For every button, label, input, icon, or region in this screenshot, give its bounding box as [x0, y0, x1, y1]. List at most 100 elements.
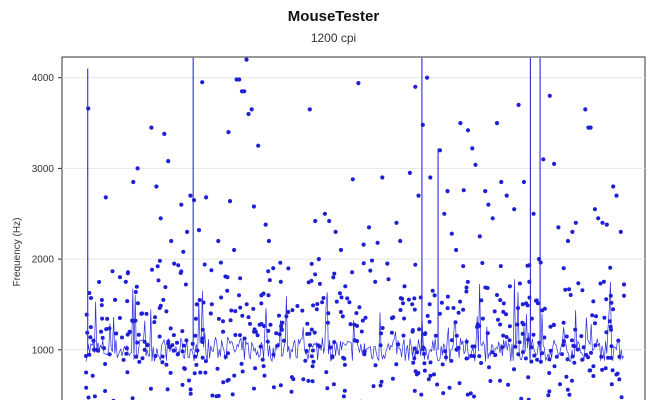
- data-point: [565, 238, 571, 244]
- noise-point: [237, 293, 241, 298]
- noise-point: [305, 321, 310, 326]
- noise-point: [331, 275, 336, 280]
- data-point: [428, 175, 433, 180]
- data-point: [449, 231, 454, 236]
- noise-point: [523, 356, 528, 361]
- data-point: [307, 107, 312, 112]
- noise-point: [153, 315, 157, 320]
- noise-point: [593, 343, 598, 348]
- noise-point: [412, 356, 417, 361]
- noise-point: [609, 300, 614, 305]
- noise-point: [309, 278, 314, 283]
- noise-point: [465, 392, 470, 397]
- noise-point: [457, 381, 462, 386]
- frequency-trace: [85, 279, 624, 363]
- noise-point: [187, 378, 191, 383]
- noise-point: [480, 316, 485, 321]
- data-point: [127, 329, 132, 334]
- noise-point: [332, 271, 337, 276]
- noise-point: [617, 377, 622, 382]
- noise-point: [277, 332, 282, 337]
- noise-point: [164, 309, 169, 314]
- noise-point: [258, 344, 263, 349]
- noise-point: [311, 359, 316, 364]
- noise-point: [215, 366, 220, 371]
- noise-point: [598, 281, 603, 286]
- noise-point: [570, 378, 574, 383]
- noise-point: [608, 324, 613, 329]
- noise-point: [221, 319, 225, 324]
- noise-point: [414, 372, 419, 377]
- noise-point: [490, 350, 495, 355]
- data-point: [263, 222, 268, 227]
- data-point: [473, 162, 478, 167]
- noise-point: [362, 349, 367, 354]
- noise-point: [233, 333, 238, 337]
- noise-point: [464, 285, 469, 290]
- noise-point: [614, 372, 619, 377]
- noise-point: [286, 310, 291, 314]
- noise-point: [223, 354, 228, 359]
- noise-point: [121, 357, 126, 362]
- noise-point: [445, 306, 450, 311]
- noise-point: [472, 394, 476, 399]
- data-point: [611, 184, 616, 189]
- noise-point: [347, 300, 352, 305]
- noise-point: [495, 293, 499, 297]
- noise-point: [180, 329, 185, 334]
- noise-point: [137, 359, 142, 364]
- noise-point: [316, 343, 320, 348]
- data-point: [536, 257, 542, 262]
- noise-point: [240, 313, 245, 318]
- noise-point: [423, 331, 428, 336]
- noise-point: [564, 374, 569, 379]
- noise-point: [355, 323, 359, 328]
- noise-point: [426, 377, 431, 382]
- noise-point: [317, 281, 322, 286]
- noise-point: [218, 260, 223, 265]
- noise-point: [124, 346, 129, 351]
- data-point: [600, 220, 605, 225]
- noise-point: [325, 320, 330, 325]
- data-point: [261, 291, 266, 296]
- noise-point: [607, 319, 612, 324]
- noise-point: [512, 367, 516, 372]
- noise-point: [472, 344, 477, 349]
- noise-point: [477, 354, 482, 359]
- noise-point: [103, 362, 108, 366]
- noise-point: [325, 386, 330, 391]
- data-point: [521, 179, 527, 185]
- noise-point: [153, 354, 158, 358]
- noise-point: [362, 352, 367, 357]
- noise-point: [565, 357, 570, 362]
- noise-point: [148, 386, 153, 391]
- noise-point: [501, 301, 506, 306]
- y-tick-label: 4000: [32, 73, 55, 84]
- noise-point: [99, 303, 104, 308]
- noise-point: [284, 314, 289, 319]
- data-point: [158, 216, 163, 221]
- noise-point: [209, 302, 214, 307]
- noise-point: [432, 372, 436, 377]
- noise-point: [337, 291, 342, 296]
- point-layer: [86, 57, 627, 357]
- noise-point: [591, 364, 596, 369]
- noise-point: [427, 302, 432, 307]
- noise-point: [279, 327, 284, 332]
- noise-point: [492, 309, 497, 314]
- data-point: [375, 240, 380, 245]
- noise-point: [561, 339, 566, 344]
- noise-point: [590, 313, 595, 318]
- data-point: [407, 170, 412, 175]
- noise-point: [248, 321, 252, 326]
- noise-point: [134, 284, 139, 289]
- noise-point: [332, 340, 337, 345]
- noise-point: [435, 382, 440, 387]
- y-tick-label: 3000: [32, 164, 55, 175]
- data-point: [139, 311, 145, 316]
- data-point: [135, 166, 140, 171]
- data-point: [366, 225, 372, 230]
- noise-point: [531, 332, 536, 337]
- data-point: [181, 249, 186, 254]
- data-point: [389, 316, 395, 321]
